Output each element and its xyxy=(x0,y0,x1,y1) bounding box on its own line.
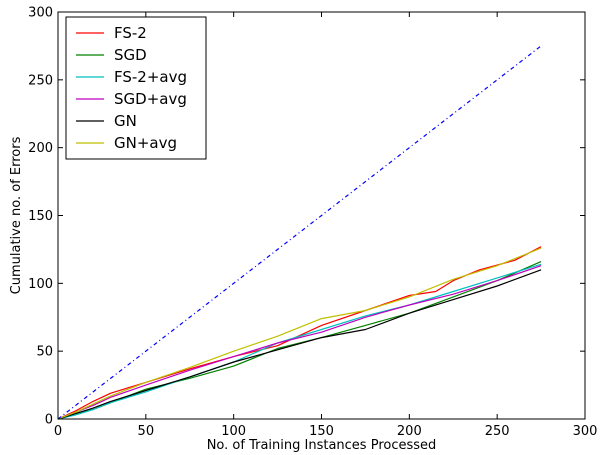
y-tick-label: 200 xyxy=(28,141,53,156)
y-tick-label: 300 xyxy=(28,6,53,21)
x-tick-label: 200 xyxy=(397,424,422,439)
legend-label: FS-2 xyxy=(114,24,147,42)
x-tick-label: 0 xyxy=(54,424,62,439)
reference-line xyxy=(57,45,542,420)
y-axis-label: Cumulative no. of Errors xyxy=(9,136,24,294)
series-line-fs-2-avg xyxy=(57,263,542,420)
x-tick-label: 150 xyxy=(309,424,334,439)
y-tick-label: 150 xyxy=(28,209,53,224)
series-line-gn-avg xyxy=(57,247,542,420)
x-tick-label: 300 xyxy=(573,424,598,439)
series-line-sgd-avg xyxy=(57,265,542,420)
x-axis-label: No. of Training Instances Processed xyxy=(207,438,437,453)
y-tick-label: 0 xyxy=(45,413,53,428)
legend-label: SGD+avg xyxy=(114,90,187,108)
legend-label: SGD xyxy=(114,46,147,64)
x-tick-label: 50 xyxy=(138,424,155,439)
series-line-gn xyxy=(57,269,542,420)
legend-label: FS-2+avg xyxy=(114,68,187,86)
plot-frame xyxy=(57,11,586,420)
x-tick-label: 250 xyxy=(485,424,510,439)
y-tick-label: 50 xyxy=(36,345,53,360)
legend-label: GN+avg xyxy=(114,134,177,152)
legend-label: GN xyxy=(114,112,137,130)
x-tick-label: 100 xyxy=(221,424,246,439)
y-tick-label: 250 xyxy=(28,73,53,88)
legend-box xyxy=(65,16,207,160)
y-tick-label: 100 xyxy=(28,277,53,292)
